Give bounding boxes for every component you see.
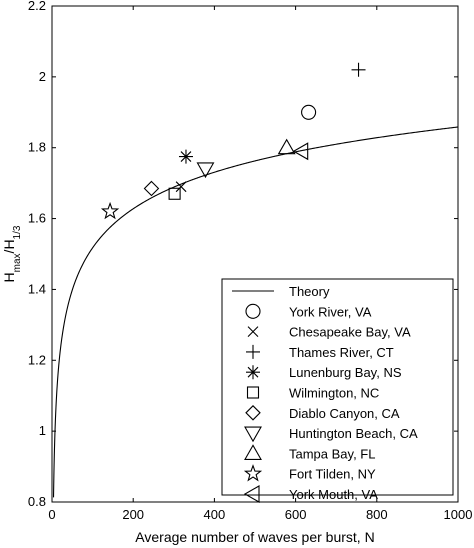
y-tick-label-4: 1.6: [28, 211, 46, 226]
data-points: [100, 62, 366, 220]
legend-marker-3: [246, 365, 260, 380]
y-label-sub-third: 1/3: [12, 225, 23, 239]
x-tick-label-1: 200: [122, 507, 144, 522]
y-axis-label: Hmax/H1/3: [1, 225, 23, 282]
legend-label-3: Lunenburg Bay, NS: [289, 365, 402, 380]
y-tick-label-0: 0.8: [28, 494, 46, 509]
y-tick-label-3: 1.4: [28, 281, 46, 296]
x-tick-label-2: 400: [204, 507, 226, 522]
legend-label-0: York River, VA: [289, 304, 372, 319]
x-tick-label-4: 800: [366, 507, 388, 522]
y-label-mid: /H: [1, 239, 17, 253]
legend-marker-2: [246, 344, 260, 359]
legend-label-theory: Theory: [289, 284, 330, 299]
point-x-1: [175, 181, 187, 193]
point-diamond-5: [143, 180, 160, 197]
legend-marker-9: [243, 485, 260, 503]
y-label-sub-max: max: [12, 253, 23, 272]
x-tick-label-5: 1000: [444, 507, 473, 522]
point-plus-2: [351, 62, 366, 77]
legend-marker-7: [244, 444, 262, 460]
legend-marker-6: [244, 426, 262, 443]
point-star-8: [100, 201, 120, 220]
legend-label-5: Diablo Canyon, CA: [289, 406, 400, 421]
y-tick-label-2: 1.2: [28, 352, 46, 367]
point-triangle-left-9: [292, 142, 309, 161]
legend-label-4: Wilmington, NC: [289, 386, 379, 401]
legend-label-2: Thames River, CT: [289, 345, 394, 360]
y-tick-label-5: 1.8: [28, 140, 46, 155]
legend-entries: Theory York River, VA Chesapeake Bay, VA Th…: [232, 284, 418, 503]
point-triangle-down-6: [196, 162, 215, 179]
legend-marker-1: [247, 326, 259, 337]
legend-label-1: Chesapeake Bay, VA: [289, 325, 411, 340]
legend-label-8: Fort Tilden, NY: [289, 467, 376, 482]
legend-marker-5: [245, 405, 261, 421]
x-tick-label-0: 0: [48, 507, 55, 522]
legend-label-9: York Mouth, VA: [289, 487, 378, 502]
point-asterisk-3: [178, 149, 193, 164]
legend: Theory York River, VA Chesapeake Bay, VA Th…: [221, 278, 454, 503]
legend-marker-0: [245, 303, 261, 319]
legend-label-6: Huntington Beach, CA: [289, 426, 418, 441]
theory-curve: [52, 126, 459, 498]
axis-ticks: 0 200 400 600 800 1000 0.8 1 1.2 1.4 1.6 1.8 2 2.2: [28, 0, 473, 522]
y-tick-label-6: 2: [39, 69, 46, 84]
legend-marker-8: [243, 464, 263, 482]
y-label-main: H: [1, 272, 17, 282]
y-tick-label-1: 1: [39, 423, 46, 438]
x-axis-label: Average number of waves per burst, N: [135, 529, 374, 545]
legend-marker-4: [246, 386, 260, 399]
point-square-4: [168, 187, 181, 200]
point-triangle-up-7: [277, 138, 296, 155]
point-circle-0: [301, 104, 317, 120]
x-tick-label-3: 600: [285, 507, 307, 522]
y-tick-label-7: 2.2: [28, 0, 46, 13]
legend-label-7: Tampa Bay, FL: [289, 446, 375, 461]
